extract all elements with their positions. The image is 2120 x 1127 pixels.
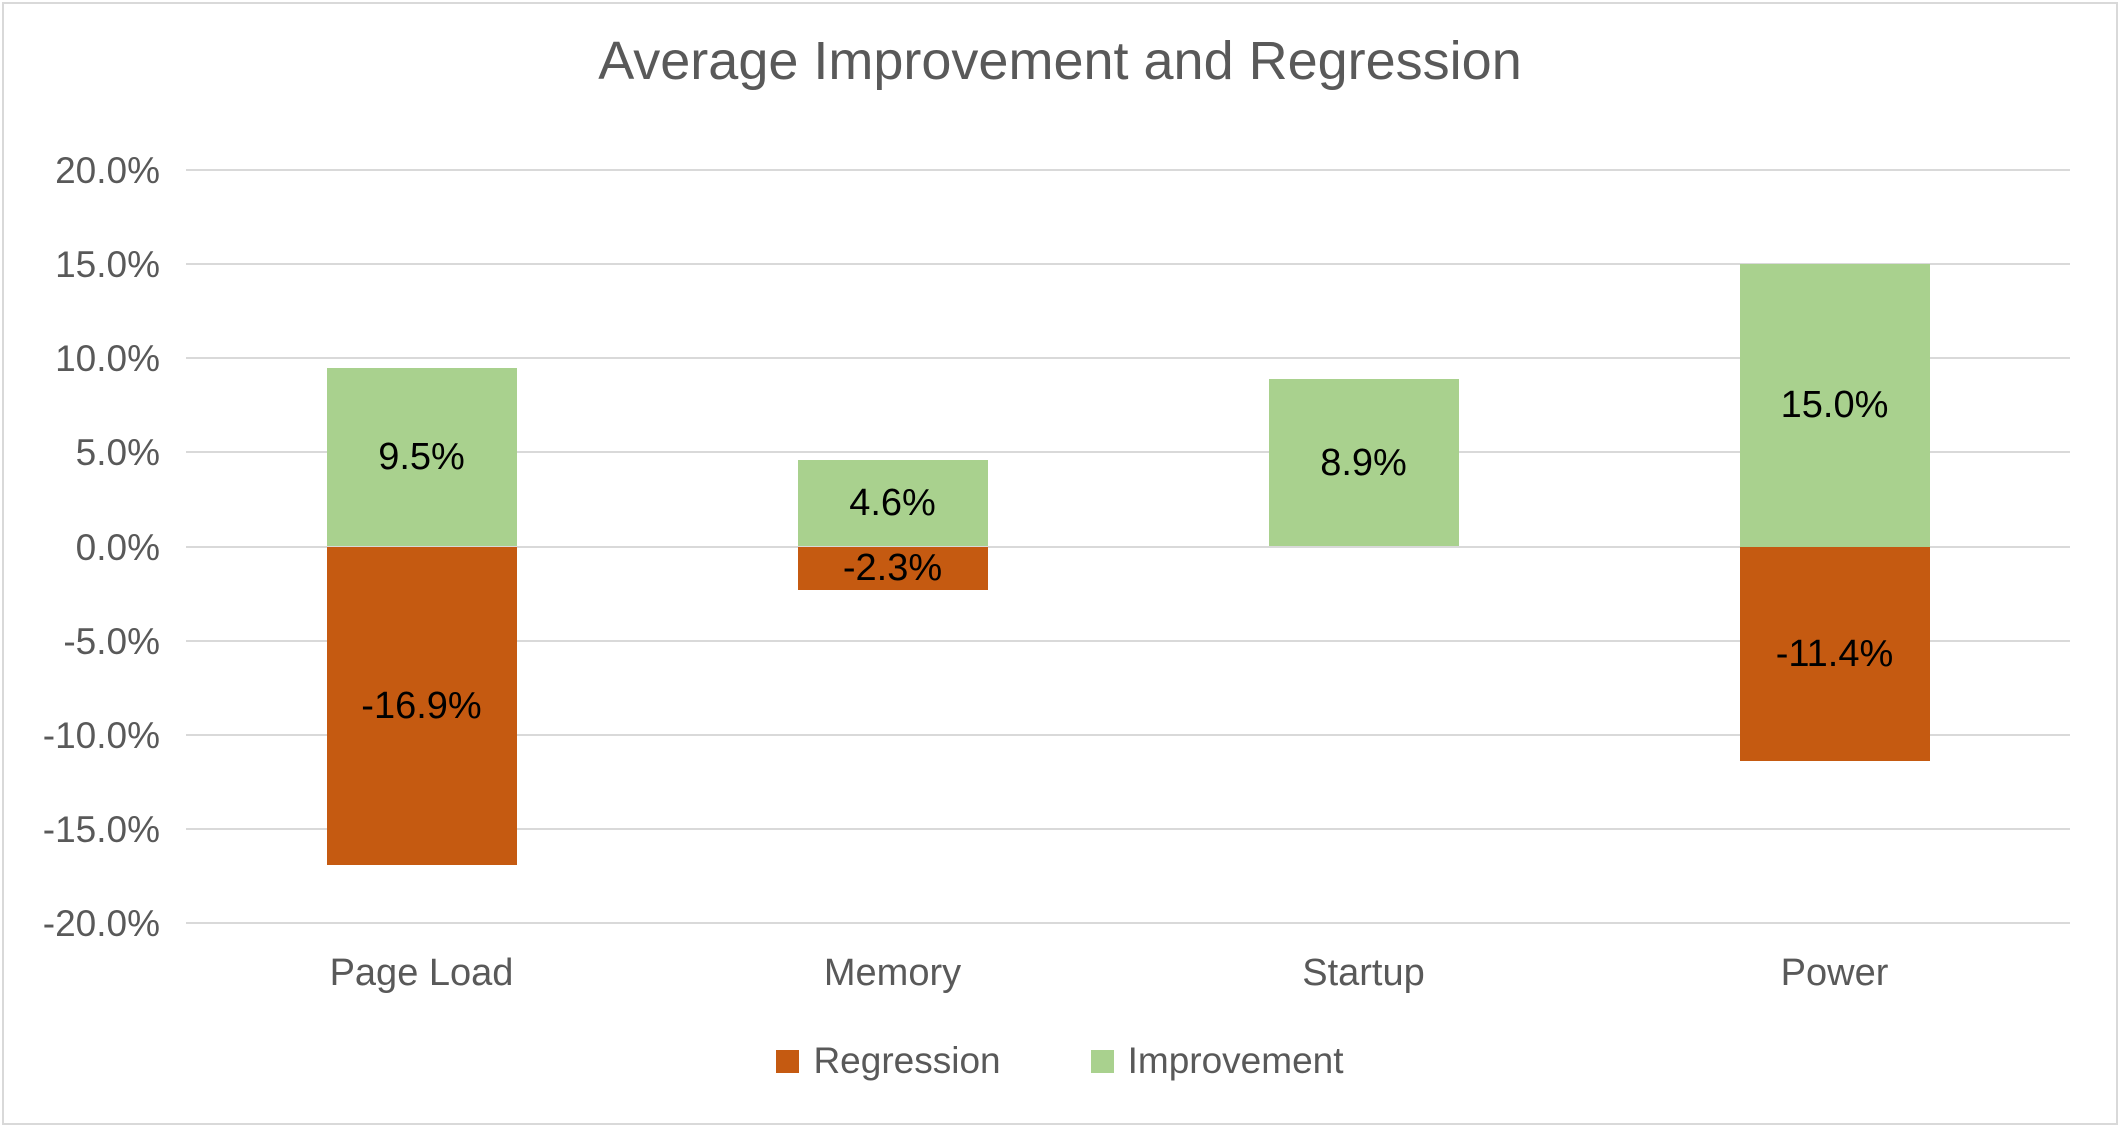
bar-regression-power [1739,546,1930,762]
plot-area [186,169,2070,924]
gridline [186,922,2070,924]
gridline [186,639,2070,642]
legend-swatch [776,1049,800,1073]
y-axis-tick-label: 10.0% [55,338,160,380]
data-label: -2.3% [842,547,943,590]
chart-title: Average Improvement and Regression [598,31,1522,91]
data-label: 9.5% [378,436,465,479]
data-label: -16.9% [361,684,482,727]
gridline [186,545,2070,548]
gridline [186,451,2070,454]
bar-regression-page-load [326,546,517,865]
bar-regression-memory [797,546,988,590]
y-axis-tick-label: -5.0% [63,620,160,662]
y-axis-tick-label: 5.0% [75,432,160,474]
gridline [186,827,2070,830]
category-label: Startup [1302,952,1425,994]
data-label: 15.0% [1780,384,1889,427]
y-axis-tick-label: -20.0% [42,903,160,944]
legend-item: Regression [776,1040,1001,1082]
bar-improvement-memory [797,459,988,547]
bar-improvement-startup [1268,378,1459,547]
data-label: 8.9% [1320,441,1407,484]
category-label: Power [1780,952,1889,994]
bar-improvement-page-load [326,367,517,547]
legend: Regression Improvement [0,1040,2120,1082]
legend-label: Improvement [1127,1040,1344,1081]
category-label: Page Load [329,952,514,994]
y-axis-tick-label: 20.0% [55,150,160,191]
gridline [186,169,2070,171]
gridline [186,357,2070,360]
y-axis-tick-label: -10.0% [42,714,160,756]
data-label: -11.4% [1775,632,1894,675]
y-axis-tick-label: -15.0% [42,808,160,850]
category-label: Memory [823,952,962,994]
legend-swatch [1090,1049,1114,1073]
gridline [186,263,2070,266]
legend-item: Improvement [1090,1040,1344,1082]
gridline [186,733,2070,736]
bar-improvement-power [1739,264,1930,547]
legend-label: Regression [813,1040,1001,1081]
data-label: 4.6% [849,482,936,525]
y-axis-tick-label: 15.0% [55,244,160,286]
y-axis-tick-label: 0.0% [75,526,160,568]
